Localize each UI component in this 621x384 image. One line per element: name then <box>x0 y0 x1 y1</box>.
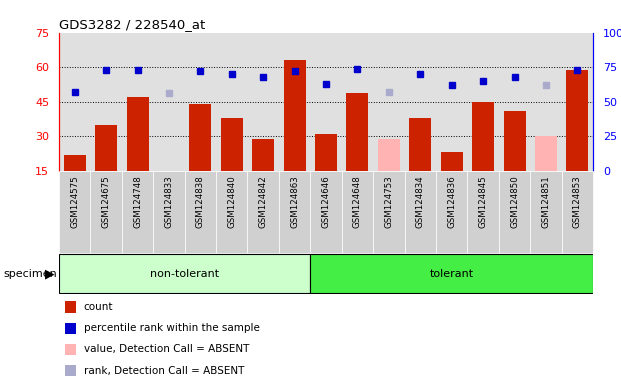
FancyBboxPatch shape <box>216 171 248 253</box>
FancyBboxPatch shape <box>561 171 593 253</box>
FancyBboxPatch shape <box>499 171 530 253</box>
Bar <box>535 136 557 171</box>
FancyBboxPatch shape <box>279 171 310 253</box>
FancyBboxPatch shape <box>184 171 216 253</box>
FancyBboxPatch shape <box>373 171 404 253</box>
FancyBboxPatch shape <box>468 171 499 253</box>
Bar <box>127 97 148 171</box>
FancyBboxPatch shape <box>91 171 122 253</box>
Text: GSM124845: GSM124845 <box>479 175 487 228</box>
Bar <box>284 60 306 171</box>
Text: GSM124842: GSM124842 <box>259 175 268 228</box>
Text: GSM124753: GSM124753 <box>384 175 393 228</box>
Text: rank, Detection Call = ABSENT: rank, Detection Call = ABSENT <box>84 366 244 376</box>
Text: specimen: specimen <box>3 268 57 279</box>
FancyBboxPatch shape <box>248 171 279 253</box>
FancyBboxPatch shape <box>153 171 184 253</box>
Bar <box>95 125 117 171</box>
Bar <box>409 118 431 171</box>
Text: GSM124833: GSM124833 <box>165 175 173 228</box>
Text: GSM124851: GSM124851 <box>542 175 550 228</box>
Text: GSM124853: GSM124853 <box>573 175 582 228</box>
FancyBboxPatch shape <box>404 171 436 253</box>
FancyBboxPatch shape <box>310 171 342 253</box>
Bar <box>64 155 86 171</box>
FancyBboxPatch shape <box>310 254 593 293</box>
Text: percentile rank within the sample: percentile rank within the sample <box>84 323 260 333</box>
FancyBboxPatch shape <box>530 171 561 253</box>
Bar <box>221 118 243 171</box>
Bar <box>252 139 274 171</box>
Text: GSM124646: GSM124646 <box>322 175 330 228</box>
FancyBboxPatch shape <box>59 171 91 253</box>
FancyBboxPatch shape <box>59 254 310 293</box>
Text: GSM124575: GSM124575 <box>70 175 79 228</box>
FancyBboxPatch shape <box>342 171 373 253</box>
Text: tolerant: tolerant <box>430 268 474 279</box>
Bar <box>315 134 337 171</box>
Text: GSM124850: GSM124850 <box>510 175 519 228</box>
Bar <box>347 93 368 171</box>
Text: ▶: ▶ <box>45 267 54 280</box>
Text: GSM124675: GSM124675 <box>102 175 111 228</box>
Text: count: count <box>84 302 114 312</box>
Text: GSM124838: GSM124838 <box>196 175 205 228</box>
Bar <box>441 152 463 171</box>
Text: non-tolerant: non-tolerant <box>150 268 219 279</box>
Text: GSM124863: GSM124863 <box>290 175 299 228</box>
FancyBboxPatch shape <box>122 171 153 253</box>
Bar <box>472 102 494 171</box>
Text: GSM124648: GSM124648 <box>353 175 362 228</box>
Text: value, Detection Call = ABSENT: value, Detection Call = ABSENT <box>84 344 249 354</box>
Bar <box>378 139 400 171</box>
FancyBboxPatch shape <box>436 171 468 253</box>
Bar <box>566 70 588 171</box>
Text: GSM124748: GSM124748 <box>133 175 142 228</box>
Bar <box>189 104 211 171</box>
Bar <box>504 111 525 171</box>
Text: GDS3282 / 228540_at: GDS3282 / 228540_at <box>59 18 206 31</box>
Text: GSM124836: GSM124836 <box>447 175 456 228</box>
Text: GSM124840: GSM124840 <box>227 175 236 228</box>
Text: GSM124834: GSM124834 <box>416 175 425 228</box>
